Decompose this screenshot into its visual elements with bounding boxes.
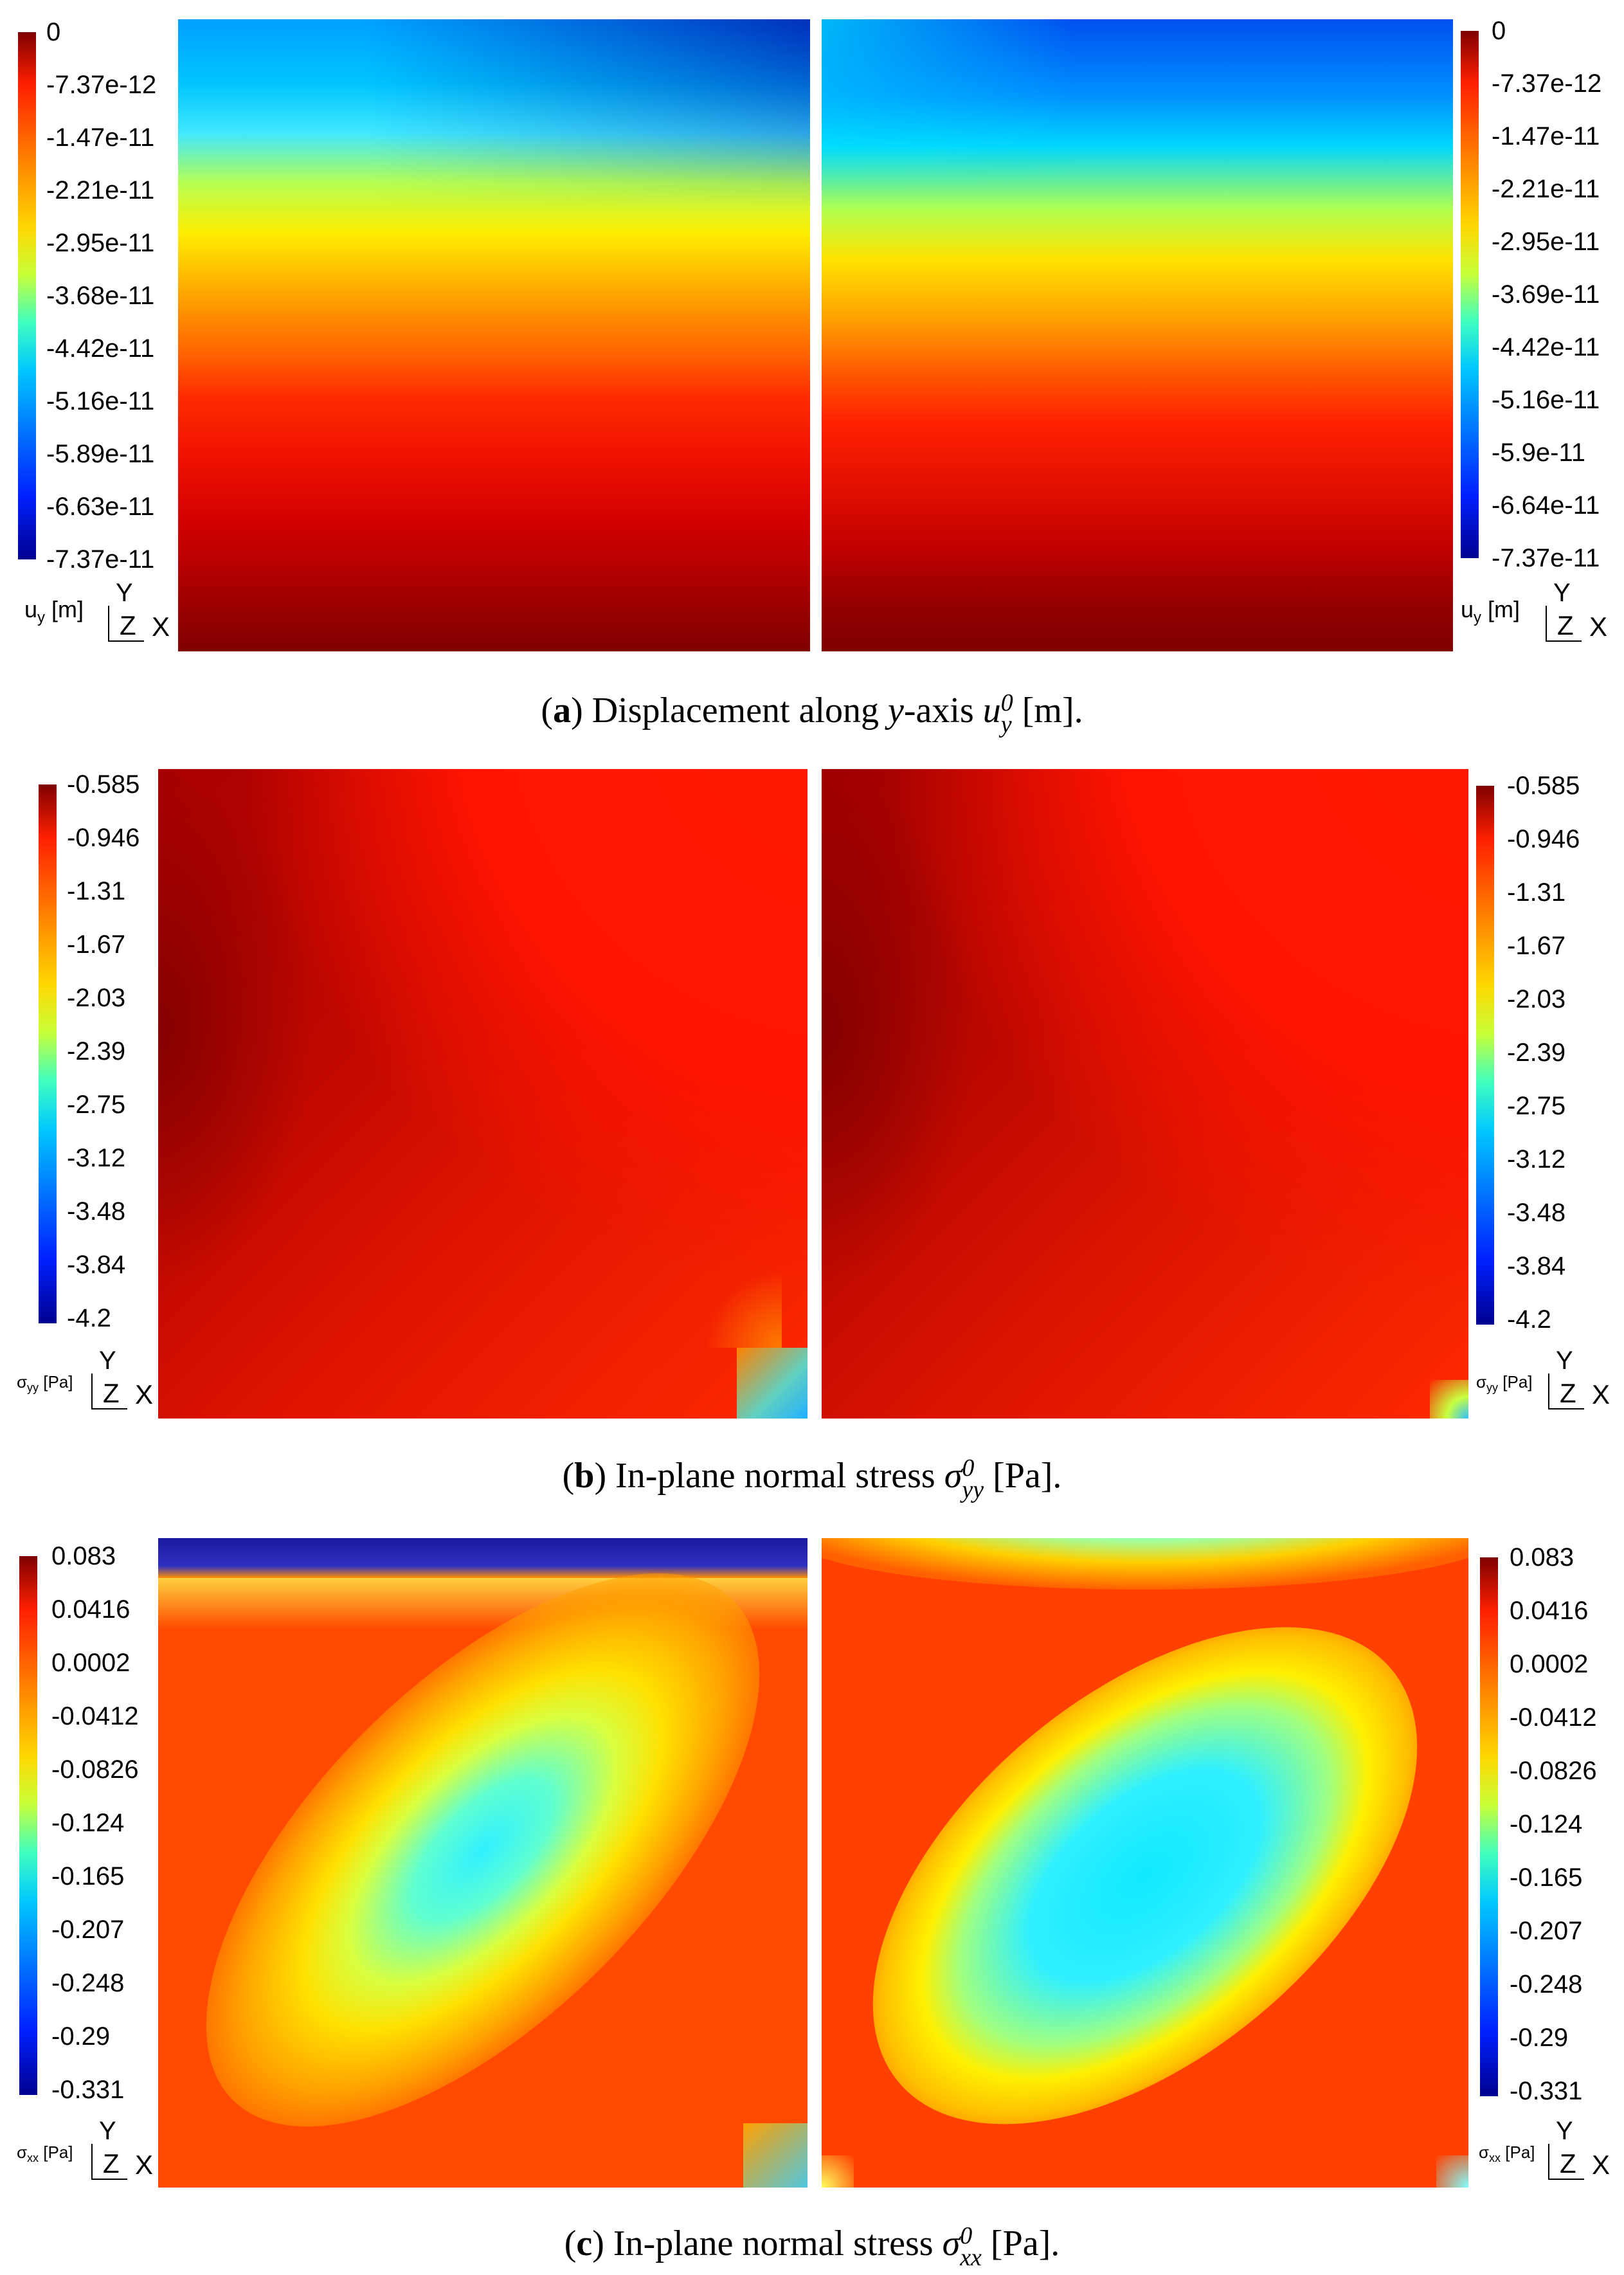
tick-label: -1.67 <box>1507 932 1566 960</box>
contour-right-c <box>822 1538 1468 2188</box>
contour-left-b <box>158 769 807 1418</box>
tick-label: 0.0416 <box>1510 1597 1589 1625</box>
axes-triad-right-c: Y Z X <box>1546 2118 1623 2182</box>
tick-label: -2.75 <box>67 1091 126 1119</box>
axes-triad-right-a: Y Z X <box>1543 580 1620 644</box>
tick-label: 0.0002 <box>51 1649 131 1677</box>
tick-label: -2.39 <box>67 1037 126 1065</box>
tick-label: -0.0826 <box>51 1755 139 1784</box>
caption-b: (b) In-plane normal stress σ 0 yy [Pa]. <box>562 1455 1062 1504</box>
contour-right-b <box>822 769 1468 1418</box>
tick-label: -2.21e-11 <box>1492 175 1600 203</box>
tick-label: -5.16e-11 <box>1492 386 1600 414</box>
tick-label: -5.9e-11 <box>1492 439 1586 467</box>
tick-label: 0 <box>1492 17 1506 45</box>
tick-label: -3.48 <box>1507 1199 1566 1227</box>
colorbar-left-a <box>18 32 36 559</box>
tick-label: -0.207 <box>51 1916 125 1944</box>
tick-label: -6.64e-11 <box>1492 491 1600 520</box>
tick-label: -0.0412 <box>1510 1703 1597 1732</box>
tick-label: -0.946 <box>67 824 140 852</box>
colorbar-right-a <box>1461 31 1479 558</box>
tick-label: -2.21e-11 <box>46 176 155 204</box>
caption-c: (c) In-plane normal stress σ 0 xx [Pa]. <box>564 2222 1060 2272</box>
colorbar-right-b <box>1476 786 1494 1325</box>
variable-label-left-b: σyy [Pa] <box>17 1372 73 1395</box>
tick-label: -3.12 <box>67 1144 126 1172</box>
colorbar-left-c <box>19 1556 37 2095</box>
tick-label: -4.42e-11 <box>1492 333 1600 361</box>
tick-label: -0.585 <box>1507 772 1580 800</box>
axes-triad-left-b: Y Z X <box>89 1348 166 1412</box>
tick-label: -5.89e-11 <box>46 440 155 468</box>
tick-label: -0.331 <box>1510 2077 1583 2105</box>
tick-label: -2.95e-11 <box>46 229 155 257</box>
tick-label: -0.585 <box>67 770 140 799</box>
tick-label: -1.47e-11 <box>46 123 155 152</box>
tick-label: -1.31 <box>67 877 126 905</box>
variable-label-left-c: σxx [Pa] <box>17 2143 73 2165</box>
tick-label: -0.331 <box>51 2076 125 2104</box>
tick-label: -0.29 <box>1510 2024 1569 2052</box>
tick-label: -0.29 <box>51 2022 111 2051</box>
tick-label: -6.63e-11 <box>46 493 155 521</box>
tick-label: -7.37e-12 <box>1492 69 1602 98</box>
tick-label: -0.248 <box>1510 1970 1583 1999</box>
tick-label: -4.2 <box>1507 1305 1551 1334</box>
tick-label: -3.12 <box>1507 1145 1566 1174</box>
variable-label-right-a: uy [m] <box>1461 596 1520 627</box>
tick-label: -3.48 <box>67 1197 126 1226</box>
tick-label: -7.37e-11 <box>1492 544 1600 572</box>
tick-label: -2.03 <box>67 984 126 1012</box>
tick-label: -0.124 <box>1510 1810 1583 1838</box>
tick-label: -7.37e-11 <box>46 545 155 574</box>
tick-label: -0.165 <box>51 1862 125 1890</box>
variable-label-right-c: σxx [Pa] <box>1479 2143 1535 2165</box>
panel-c: 0.083 0.0416 0.0002 -0.0412 -0.0826 -0.1… <box>0 1511 1624 2275</box>
tick-label: 0.0416 <box>51 1595 131 1624</box>
tick-label: -0.0826 <box>1510 1757 1597 1785</box>
tick-label: -0.207 <box>1510 1917 1583 1945</box>
axes-triad-left-c: Y Z X <box>89 2118 166 2182</box>
tick-label: -1.67 <box>67 930 126 959</box>
panel-b: -0.585 -0.946 -1.31 -1.67 -2.03 -2.39 -2… <box>0 739 1624 1511</box>
tick-label: -7.37e-12 <box>46 71 157 99</box>
tick-label: -1.47e-11 <box>1492 122 1600 150</box>
axes-triad-right-b: Y Z X <box>1546 1348 1623 1412</box>
panel-a: 0 -7.37e-12 -1.47e-11 -2.21e-11 -2.95e-1… <box>0 0 1624 739</box>
tick-label: -2.75 <box>1507 1092 1566 1120</box>
tick-label: -2.95e-11 <box>1492 228 1600 256</box>
variable-label-left-a: uy [m] <box>24 596 84 627</box>
contour-left-c <box>158 1538 807 2188</box>
contour-left-a <box>178 19 810 651</box>
variable-label-right-b: σyy [Pa] <box>1476 1372 1533 1395</box>
tick-label: -3.84 <box>67 1251 126 1279</box>
tick-label: 0.083 <box>1510 1543 1574 1572</box>
tick-label: 0 <box>46 18 61 46</box>
colorbar-left-b <box>39 784 57 1323</box>
tick-label: -3.84 <box>1507 1252 1566 1280</box>
colorbar-right-c <box>1480 1557 1498 2096</box>
tick-label: -0.248 <box>51 1969 125 1997</box>
tick-label: -0.165 <box>1510 1863 1583 1892</box>
tick-label: -3.68e-11 <box>46 282 155 310</box>
tick-label: -4.2 <box>67 1304 111 1332</box>
tick-label: -2.03 <box>1507 985 1566 1013</box>
axes-triad-left-a: Y Z X <box>105 580 183 644</box>
tick-label: -0.0412 <box>51 1702 139 1730</box>
tick-label: -5.16e-11 <box>46 387 155 415</box>
tick-label: -3.69e-11 <box>1492 280 1600 309</box>
tick-label: 0.083 <box>51 1542 116 1570</box>
tick-label: -1.31 <box>1507 878 1566 907</box>
tick-label: -0.124 <box>51 1809 125 1837</box>
tick-label: -2.39 <box>1507 1038 1566 1067</box>
tick-label: -0.946 <box>1507 825 1580 853</box>
tick-label: 0.0002 <box>1510 1650 1589 1678</box>
contour-right-a <box>822 19 1453 651</box>
tick-label: -4.42e-11 <box>46 334 155 363</box>
